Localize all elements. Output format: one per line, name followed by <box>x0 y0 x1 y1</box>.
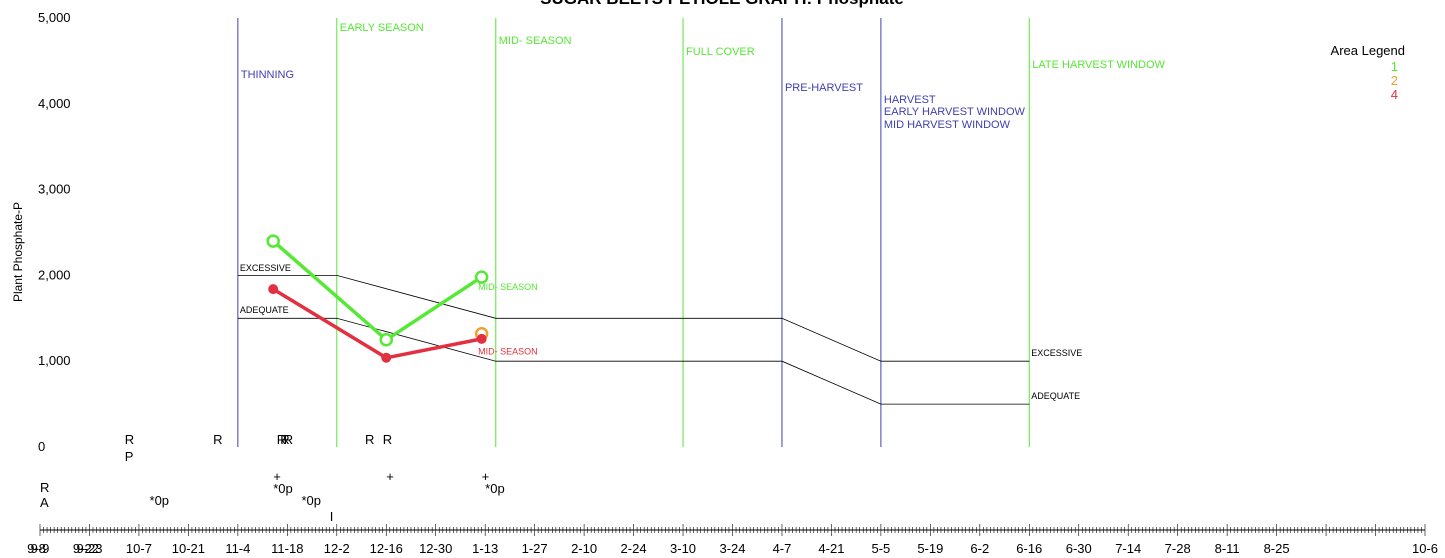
data-point <box>381 352 392 363</box>
reference-label: ADEQUATE <box>240 305 289 315</box>
event-marker: A <box>40 495 49 510</box>
x-tick-label: 5-19 <box>917 541 943 556</box>
y-tick-label: 4,000 <box>38 96 71 111</box>
stage-label: FULL COVER <box>686 46 755 58</box>
x-tick-label: 6-30 <box>1066 541 1092 556</box>
x-tick-label: 8-11 <box>1215 541 1240 556</box>
x-tick-label: 11-4 <box>225 541 250 556</box>
series-annotation: MID- SEASON <box>478 346 538 356</box>
y-tick-label: 1,000 <box>38 353 71 368</box>
x-tick-label: 4-21 <box>818 541 844 556</box>
annotations: MID- SEASON MID- SEASON <box>478 282 538 356</box>
legend-entry: 4 <box>1391 87 1398 102</box>
event-marker: + <box>273 469 281 484</box>
x-tick-label: 3-10 <box>670 541 696 556</box>
stage-label: EARLY SEASON <box>340 22 424 34</box>
y-tick-label: 0 <box>38 439 45 454</box>
legend: Area Legend 124 <box>1331 43 1405 102</box>
reference-label: ADEQUATE <box>1031 391 1080 401</box>
event-marker: R <box>365 432 374 447</box>
x-tick-label: 10-7 <box>126 541 152 556</box>
reference-label: EXCESSIVE <box>240 263 291 273</box>
event-marker: I <box>330 509 334 524</box>
event-marker: P <box>125 449 134 464</box>
stage-label: HARVEST <box>884 94 936 106</box>
event-marker: *0p <box>301 493 321 508</box>
event-marker: R <box>280 432 289 447</box>
x-tick-label: 3-24 <box>719 541 745 556</box>
x-tick-label: 7-14 <box>1115 541 1141 556</box>
event-marker: *0p <box>485 481 505 496</box>
x-tick-label: 12-30 <box>419 541 452 556</box>
x-tick-label: 8-25 <box>1264 541 1290 556</box>
data-point <box>379 333 393 347</box>
x-axis: 9-9 9-23 10-7 10-21 11-4 11-18 12-2 12-16 12-30 1… <box>27 524 1438 556</box>
event-marker: R <box>277 432 286 447</box>
reference-line <box>237 274 1030 362</box>
x-tick-label: 12-16 <box>370 541 403 556</box>
x-tick-label: 9-23 <box>76 541 102 556</box>
x-tick-label: 5-5 <box>871 541 890 556</box>
x-tick-label: 9-9 <box>31 541 50 556</box>
event-marker: R <box>213 432 222 447</box>
x-tick-label: 6-16 <box>1016 541 1042 556</box>
x-tick-label: 1-27 <box>522 541 548 556</box>
event-marker: R <box>284 432 293 447</box>
stage-label: MID- SEASON <box>499 35 572 47</box>
x-tick-label: 7-28 <box>1165 541 1191 556</box>
event-marker: R <box>125 432 134 447</box>
data-point <box>474 270 489 284</box>
event-marker: *0p <box>273 481 293 496</box>
legend-entry: 2 <box>1391 73 1398 88</box>
stage-label: LATE HARVEST WINDOW <box>1032 59 1165 71</box>
legend-entry: 1 <box>1391 59 1398 74</box>
x-tick-label: 4-7 <box>773 541 792 556</box>
event-marker: + <box>482 469 490 484</box>
x-tick-label: 6-2 <box>970 541 989 556</box>
y-tick-label: 2,000 <box>38 267 71 282</box>
y-tick-label: 3,000 <box>38 182 71 197</box>
x-tick-label: 11-18 <box>271 541 303 556</box>
reference-label: EXCESSIVE <box>1031 348 1082 358</box>
y-tick-label: 5,000 <box>38 10 71 25</box>
chart-title: SUGAR BEETS PETIOLE GRAPH: Phosphate <box>540 0 904 8</box>
x-tick-label: 1-13 <box>472 541 498 556</box>
y-tick-labels: 0 1,000 2,000 3,000 4,000 5,000 <box>38 10 71 454</box>
x-tick-label: 9-22 <box>73 541 99 556</box>
y-axis-label: Plant Phosphate-P <box>11 202 25 302</box>
x-tick-label: 10-6 <box>1412 541 1438 556</box>
event-marker: R <box>40 480 49 495</box>
stage-label: PRE-HARVEST <box>785 82 863 94</box>
series-lines <box>266 234 489 363</box>
data-point <box>266 234 280 248</box>
x-tick-label: 2-10 <box>571 541 597 556</box>
series-annotation: MID- SEASON <box>478 282 538 292</box>
x-tick-label: 10-21 <box>172 541 205 556</box>
x-tick-label: 9-8 <box>27 541 46 556</box>
reference-lines: EXCESSIVE ADEQUATE EXCESSIVE ADEQUATE <box>237 263 1082 405</box>
series-line <box>272 239 483 342</box>
stage-label: MID HARVEST WINDOW <box>884 119 1011 131</box>
event-marker: R <box>383 432 392 447</box>
event-marker: + <box>386 469 394 484</box>
x-tick-label: 2-24 <box>621 541 647 556</box>
event-marker: *0p <box>150 493 170 508</box>
data-point <box>268 284 279 295</box>
stage-label: EARLY HARVEST WINDOW <box>884 106 1026 118</box>
stage-lines: THINNING EARLY SEASON MID- SEASON FULL COVE… <box>237 18 1166 447</box>
data-point <box>476 333 487 344</box>
x-tick-label: 12-2 <box>324 541 350 556</box>
legend-title: Area Legend <box>1331 43 1405 58</box>
stage-label: THINNING <box>241 69 294 81</box>
